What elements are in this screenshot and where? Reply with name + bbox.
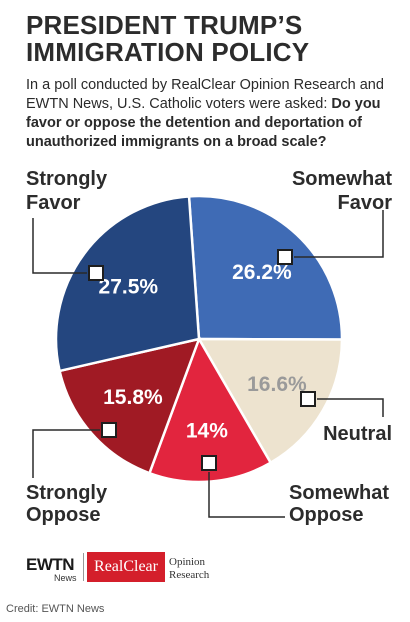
image-credit: Credit: EWTN News xyxy=(6,603,105,615)
pie-slice xyxy=(54,195,201,373)
slice-value-label: 26.2% xyxy=(232,261,292,284)
chart-title: PRESIDENT TRUMP’S IMMIGRATION POLICY xyxy=(26,10,310,67)
logos: EWTN News RealClear Opinion Research xyxy=(26,551,276,585)
logo-divider xyxy=(83,553,84,581)
pie-slice xyxy=(147,336,273,484)
callout-marker xyxy=(101,422,117,438)
callout-line xyxy=(32,218,87,274)
category-label-line1: Strongly xyxy=(26,168,108,190)
slice-value-label: 27.5% xyxy=(99,276,159,299)
research-label: Research xyxy=(169,569,210,581)
category-label-line1: Somewhat xyxy=(289,482,389,504)
pie-slice xyxy=(196,337,344,465)
callout-marker xyxy=(201,455,217,471)
chart-intro: In a poll conducted by RealClear Opinion… xyxy=(26,76,398,152)
slice-value-label: 14% xyxy=(186,420,228,443)
callout-line xyxy=(208,472,285,518)
ewtn-news-label: News xyxy=(54,573,77,583)
ewtn-logo: EWTN xyxy=(26,555,75,574)
category-label-line2: Favor xyxy=(26,192,81,214)
callout-line xyxy=(32,429,100,478)
intro-question: Do you favor or oppose the detention and… xyxy=(26,96,381,150)
infographic: PRESIDENT TRUMP’S IMMIGRATION POLICY In … xyxy=(26,10,398,585)
slice-value-label: 16.6% xyxy=(247,373,307,396)
category-label-line1: Somewhat xyxy=(292,168,392,190)
category-label: Neutral xyxy=(323,423,392,445)
pie-slice xyxy=(187,194,344,341)
callout-marker xyxy=(277,249,293,265)
pie-slice xyxy=(58,337,201,475)
category-label-line2: Favor xyxy=(338,192,393,214)
category-label-line2: Oppose xyxy=(26,504,100,526)
callout-marker xyxy=(88,265,104,281)
category-label-line2: Oppose xyxy=(289,504,363,526)
slice-value-label: 15.8% xyxy=(103,386,163,409)
intro-text: In a poll conducted by RealClear Opinion… xyxy=(26,77,384,112)
category-label-line1: Strongly xyxy=(26,482,108,504)
callout-line xyxy=(294,210,384,258)
pie-chart: 26.2%16.6%14%15.8%27.5%SomewhatFavorNeut… xyxy=(26,168,393,526)
realclear-logo: RealClear xyxy=(87,552,165,582)
callout-marker xyxy=(300,391,316,407)
opinion-label: Opinion xyxy=(169,556,206,568)
callout-line xyxy=(317,398,384,417)
